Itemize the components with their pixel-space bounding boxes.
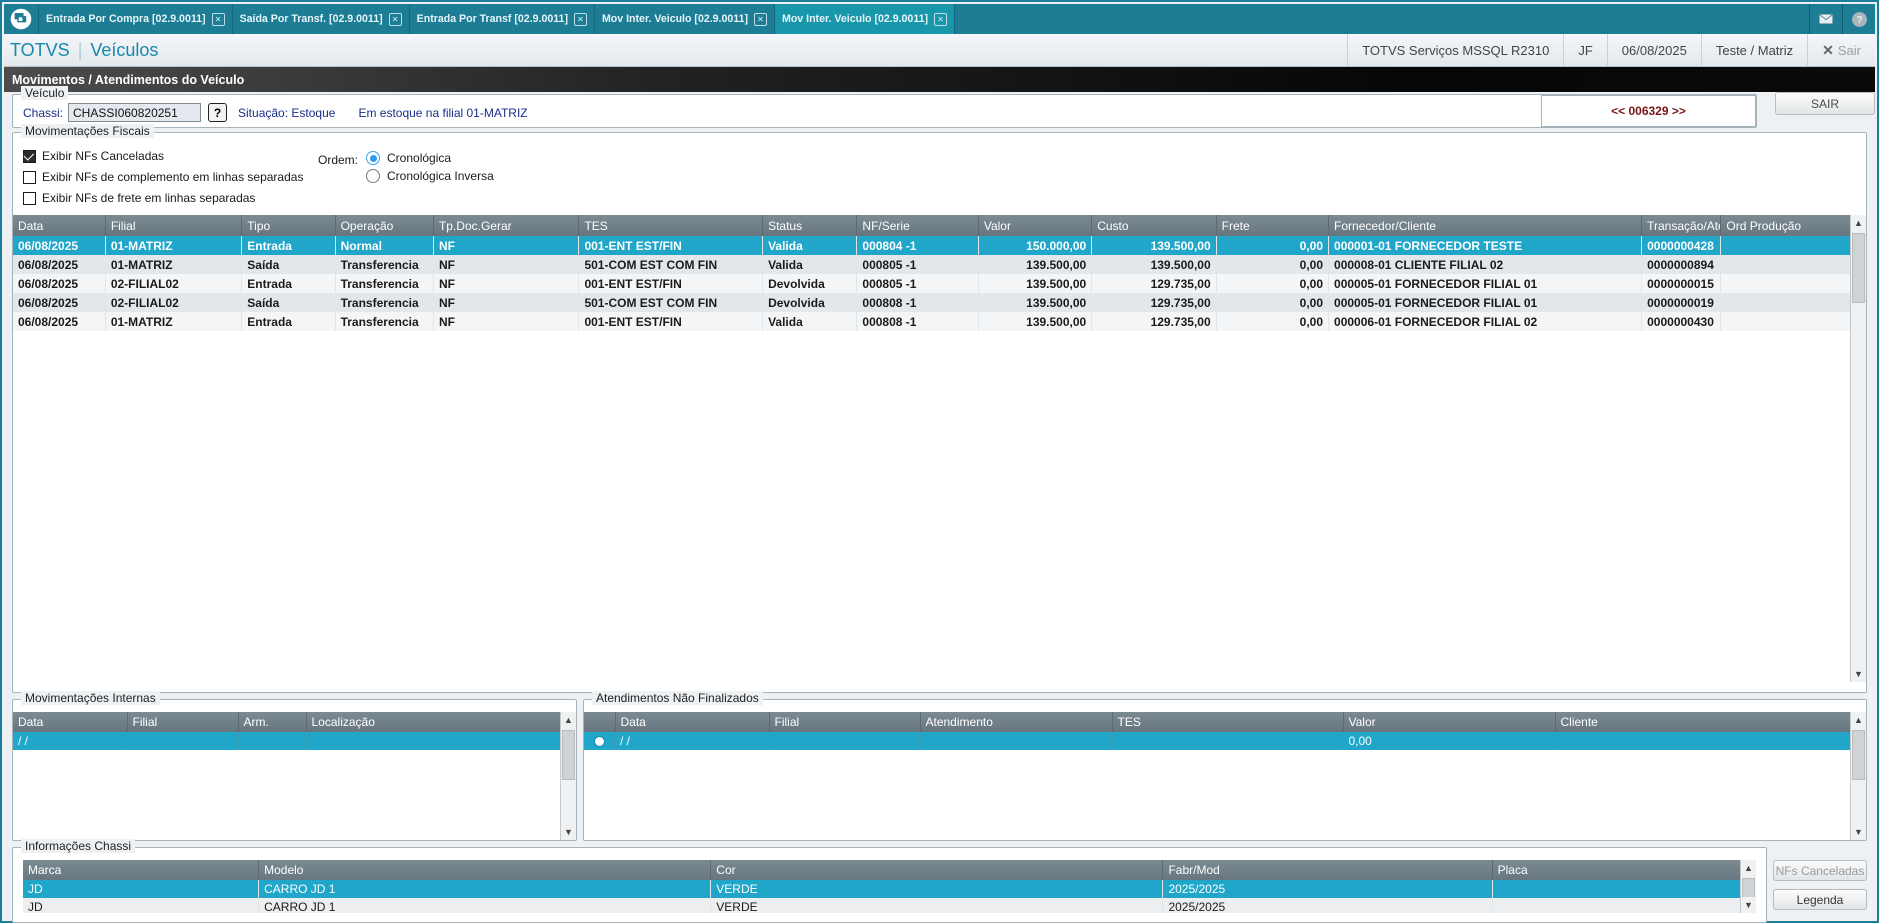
svg-text:?: ? bbox=[1856, 15, 1862, 26]
